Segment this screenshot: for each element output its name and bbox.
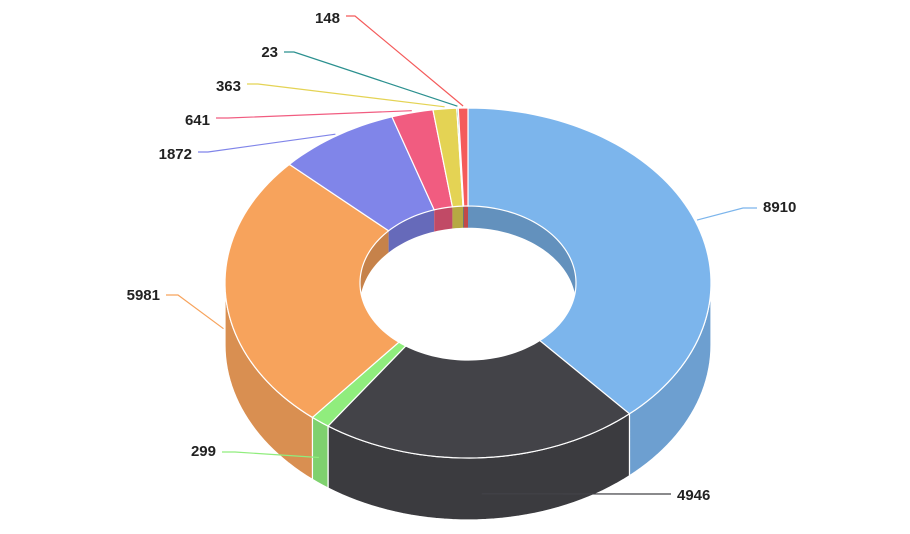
donut-inner-walls (360, 206, 576, 305)
data-label-299: 299 (191, 443, 216, 460)
data-label-5981: 5981 (127, 287, 160, 304)
inner-wall-8910 (468, 206, 576, 305)
side-wall-299 (311, 416, 329, 490)
data-label-8910: 8910 (763, 199, 796, 216)
connector-641 (216, 110, 412, 119)
connector-23 (284, 51, 458, 107)
slice-148[interactable] (457, 107, 469, 207)
data-label-641: 641 (185, 112, 210, 129)
data-label-363: 363 (216, 78, 241, 95)
inner-wall-23 (463, 206, 464, 228)
data-labels: 8910 4946 299 5981 1872 641 363 23 148 (127, 10, 797, 504)
inner-wall-363 (452, 206, 463, 229)
data-label-23: 23 (261, 44, 278, 61)
connector-299 (222, 451, 319, 459)
donut-hole (376, 253, 560, 357)
connector-363 (247, 83, 445, 108)
data-label-148: 148 (315, 10, 340, 27)
inner-wall-1872 (388, 209, 435, 253)
inner-wall-641 (434, 206, 453, 232)
inner-wall-5981 (360, 230, 389, 305)
connector-5981 (166, 294, 224, 330)
inner-wall-148 (463, 206, 468, 228)
connector-8910 (696, 207, 757, 221)
data-label-1872: 1872 (159, 146, 192, 163)
connector-1872 (198, 133, 336, 153)
connector-148 (346, 15, 464, 107)
data-label-4946: 4946 (677, 487, 710, 504)
donut-top-faces (224, 107, 712, 459)
